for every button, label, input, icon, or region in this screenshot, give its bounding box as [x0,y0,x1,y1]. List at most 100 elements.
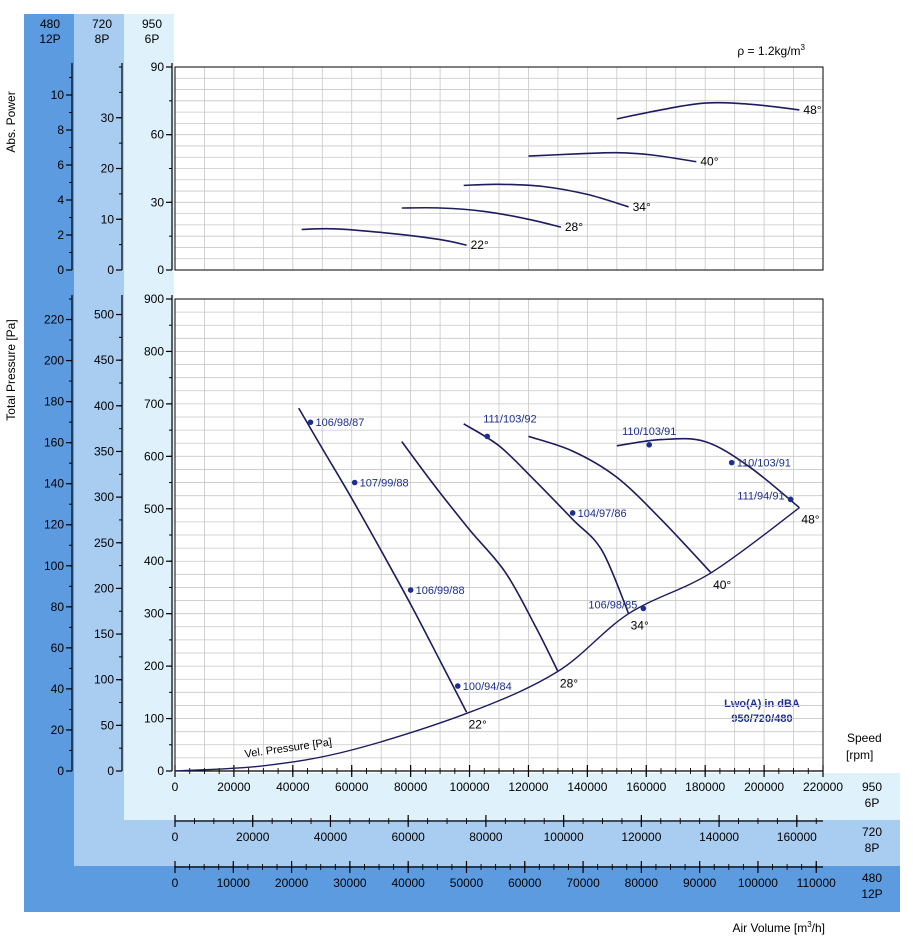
speed-label: Speed [847,731,882,745]
speed-header-720-rpm: 720 [92,17,112,31]
x-axis-tick-label: 20000 [275,876,309,890]
y-axis-tick-label: 0 [57,764,64,778]
speed-header-720: 720 8P [92,17,112,46]
pressure-curve-end-label: 28° [560,676,578,690]
y-axis-tick-label: 30 [101,111,115,125]
x-axis-tick-label: 40000 [276,780,310,794]
axis-layer: 0306090010203002468100100200300400500600… [44,60,843,890]
y-axis-tick-label: 400 [144,554,164,568]
y-axis-tick-label: 90 [151,60,165,74]
x720-poles: 8P [865,841,880,855]
x720-rpm: 720 [862,825,882,839]
speed-header-950-poles: 6P [145,32,160,46]
y-axis-tick-label: 300 [94,490,114,504]
x-axis-tick-label: 60000 [335,780,369,794]
y-axis-tick-label: 10 [101,212,115,226]
y-axis-tick-label: 600 [144,449,164,463]
x-axis-tick-label: 20000 [236,830,270,844]
power-curve-5 [616,101,800,120]
speed-header-480-rpm: 480 [40,17,60,31]
x-axis-tick-label: 160000 [777,830,817,844]
pressure-curve-end-label: 22° [469,717,487,731]
x-axis-tick-label: 140000 [567,780,607,794]
speed-header-950: 950 6P [142,17,162,46]
y-axis-tick-label: 80 [51,600,65,614]
y-axis-tick-label: 0 [107,263,114,277]
noise-label: 110/103/91 [737,458,791,470]
pressure-curve-2 [401,441,559,672]
noise-point [454,683,461,689]
x-axis-tick-label: 100000 [738,876,778,890]
y-axis-tick-label: 220 [44,313,64,327]
x-axis-tick-label: 40000 [314,830,348,844]
y-axis-tick-label: 0 [57,263,64,277]
y-axis-tick-label: 400 [94,399,114,413]
noise-label: 106/98/85 [588,599,637,611]
noise-label: 106/98/87 [315,417,364,429]
noise-point [307,419,314,426]
y-axis-tick-label: 200 [44,354,64,368]
white-bottom [0,912,913,941]
air-volume-label: Air Volume [m3/h] [733,920,826,935]
y-axis-tick-label: 20 [51,723,65,737]
x480-rpm: 480 [862,871,882,885]
white-top-left [0,0,913,14]
x950-rpm: 950 [862,780,882,794]
total-pressure-label: Total Pressure [Pa] [4,319,18,420]
x-axis-tick-label: 80000 [394,780,428,794]
y-axis-tick-label: 2 [57,228,64,242]
y-axis-tick-label: 700 [144,397,164,411]
x-axis-tick-label: 70000 [566,876,600,890]
x-axis-tick-label: 80000 [625,876,659,890]
noise-label: 110/103/91 [622,426,676,438]
density-note-text: ρ = 1.2kg/m [737,44,800,58]
noise-label: 111/103/92 [483,413,536,425]
x-axis-tick-label: 120000 [508,780,548,794]
y-axis-tick-label: 8 [57,123,64,137]
power-curve-1 [301,227,467,246]
x-axis-tick-label: 200000 [744,780,784,794]
pressure-curve-end-label: 40° [713,578,731,592]
y-axis-tick-label: 500 [94,308,114,322]
density-note: ρ = 1.2kg/m3 [737,43,805,58]
x-axis-tick-label: 0 [172,780,179,794]
noise-label: 107/99/88 [360,478,409,490]
noise-point [640,605,647,612]
y-axis-tick-label: 800 [144,344,164,358]
y-axis-tick-label: 350 [94,444,114,458]
y-axis-tick-label: 900 [144,292,164,306]
x-axis-tick-label: 90000 [683,876,717,890]
x-axis-tick-label: 140000 [699,830,739,844]
y-axis-tick-label: 180 [44,395,64,409]
y-axis-tick-label: 250 [94,536,114,550]
power-curve-label: 48° [803,103,821,117]
x-axis-tick-label: 100000 [450,780,490,794]
x-axis-tick-label: 40000 [391,876,425,890]
noise-label: 111/94/91 [737,490,784,502]
y-axis-tick-label: 150 [94,627,114,641]
noise-point [646,441,653,448]
y-axis-tick-label: 500 [144,502,164,516]
abs-power-label: Abs. Power [4,91,18,152]
noise-label: 106/99/88 [416,585,465,597]
power-curve-2 [401,206,562,228]
air-volume-sup: 3 [807,920,812,929]
pressure-curve-5 [616,437,800,509]
x-axis-tick-label: 110000 [797,876,836,890]
power-curve-label: 22° [471,238,489,252]
x-axis-tick-label: 220000 [803,780,843,794]
y-axis-tick-label: 40 [51,682,65,696]
x-axis-tick-label: 80000 [469,830,503,844]
x-axis-tick-label: 160000 [626,780,666,794]
y-axis-tick-label: 0 [157,764,164,778]
y-axis-tick-label: 200 [144,659,164,673]
x-axis-tick-label: 50000 [450,876,484,890]
noise-label: 100/94/84 [463,681,512,693]
y-axis-tick-label: 50 [101,718,115,732]
speed-header-950-rpm: 950 [142,17,162,31]
y-axis-tick-label: 60 [51,641,65,655]
x-axis-tick-label: 20000 [217,780,251,794]
y-axis-tick-label: 4 [57,193,64,207]
y-axis-tick-label: 20 [101,162,115,176]
power-curve-3 [463,183,629,208]
